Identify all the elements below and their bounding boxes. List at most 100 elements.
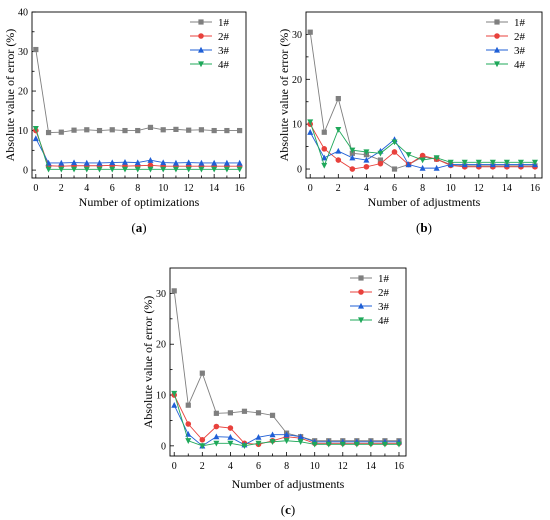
data-point <box>58 159 65 166</box>
data-point <box>122 127 128 134</box>
data-point <box>349 147 356 154</box>
data-point <box>109 159 116 166</box>
plot-frame <box>169 267 407 457</box>
data-point <box>321 146 328 152</box>
data-point <box>269 412 276 418</box>
chart-panel-b: Absolute value of error (%) Number of ad… <box>277 11 543 235</box>
x-tick-label: 8 <box>284 461 289 472</box>
data-point <box>109 166 116 173</box>
legend-marker <box>358 275 364 281</box>
x-tick-label: 4 <box>84 183 89 194</box>
data-point <box>172 159 179 166</box>
data-point <box>489 159 496 166</box>
data-point <box>377 160 384 167</box>
legend-entry: 4# <box>378 315 390 327</box>
data-point <box>321 162 328 169</box>
legend-entry: 2# <box>378 287 390 299</box>
data-point <box>109 127 115 133</box>
data-point <box>32 135 39 142</box>
y-tick-label: 20 <box>292 75 302 86</box>
data-point <box>58 129 64 135</box>
data-point <box>199 436 206 443</box>
panel-label-letter: a <box>136 220 143 235</box>
legend-entry: 2# <box>514 31 526 43</box>
data-point <box>531 159 538 166</box>
data-point <box>335 95 341 102</box>
data-point <box>185 159 192 166</box>
legend-entry: 1# <box>218 17 230 29</box>
data-point <box>213 410 219 416</box>
data-point <box>135 127 141 134</box>
data-point <box>213 440 220 447</box>
y-tick-label: 30 <box>156 289 166 300</box>
legend-entry: 2# <box>218 31 230 43</box>
legend-marker <box>358 317 364 324</box>
data-point <box>236 159 243 166</box>
data-point <box>307 29 313 35</box>
data-point <box>227 434 234 440</box>
chart-panel-c: Absolute value of error (%) Number of ad… <box>141 267 407 517</box>
data-point <box>211 159 218 166</box>
data-point <box>367 441 374 448</box>
data-point <box>96 159 103 166</box>
data-point <box>381 441 388 448</box>
legend: 1# 2# 3# 4# <box>486 17 526 71</box>
legend-entry: 3# <box>218 45 230 57</box>
axis-ticks: 0 2 4 6 8 10 12 14 16 0 10 20 30 40 <box>18 8 245 195</box>
data-point <box>349 166 356 172</box>
legend-entry: 1# <box>514 17 526 29</box>
data-point <box>297 439 304 445</box>
legend-marker <box>198 61 204 68</box>
data-point <box>363 149 370 156</box>
x-tick-label: 10 <box>158 183 168 194</box>
data-point <box>405 161 412 168</box>
legend-entry: 3# <box>378 301 390 313</box>
legend-marker <box>198 19 204 25</box>
data-point <box>475 159 482 166</box>
data-point <box>377 157 384 163</box>
data-point <box>173 126 179 132</box>
data-point <box>311 441 318 448</box>
data-point <box>241 408 248 414</box>
x-axis-label: Number of adjustments <box>232 477 345 491</box>
data-point <box>160 166 167 173</box>
data-point <box>283 431 290 438</box>
data-point <box>134 159 141 166</box>
data-point <box>391 166 398 172</box>
data-point <box>447 159 454 166</box>
legend-entry: 1# <box>378 273 390 285</box>
y-tick-label: 30 <box>18 47 28 58</box>
data-point <box>83 159 90 166</box>
data-point <box>121 166 128 173</box>
data-point <box>307 129 314 135</box>
data-point <box>185 438 192 444</box>
panel-label-letter: b <box>420 220 427 235</box>
x-tick-label: 6 <box>256 461 261 472</box>
data-point <box>405 152 412 158</box>
data-point <box>71 127 77 133</box>
x-tick-label: 12 <box>474 183 484 194</box>
data-point <box>325 441 332 448</box>
data-point <box>134 166 141 173</box>
x-tick-label: 10 <box>446 183 456 194</box>
data-point <box>227 410 234 416</box>
data-point <box>185 421 192 427</box>
panel-label: (b) <box>416 220 432 235</box>
series-line-1# <box>173 290 399 442</box>
data-point <box>339 441 346 448</box>
legend-entry: 4# <box>514 59 526 71</box>
y-tick-label: 20 <box>156 340 166 351</box>
data-point <box>255 410 262 416</box>
legend-marker <box>198 33 204 39</box>
data-point <box>211 127 217 134</box>
data-point <box>199 443 206 450</box>
data-point <box>255 440 262 447</box>
x-tick-label: 2 <box>59 183 64 194</box>
data-point <box>83 166 90 173</box>
data-point <box>395 441 402 448</box>
data-point <box>433 155 440 162</box>
data-point <box>147 166 154 173</box>
data-point <box>211 166 218 173</box>
data-point <box>349 154 356 161</box>
data-point <box>335 126 342 133</box>
